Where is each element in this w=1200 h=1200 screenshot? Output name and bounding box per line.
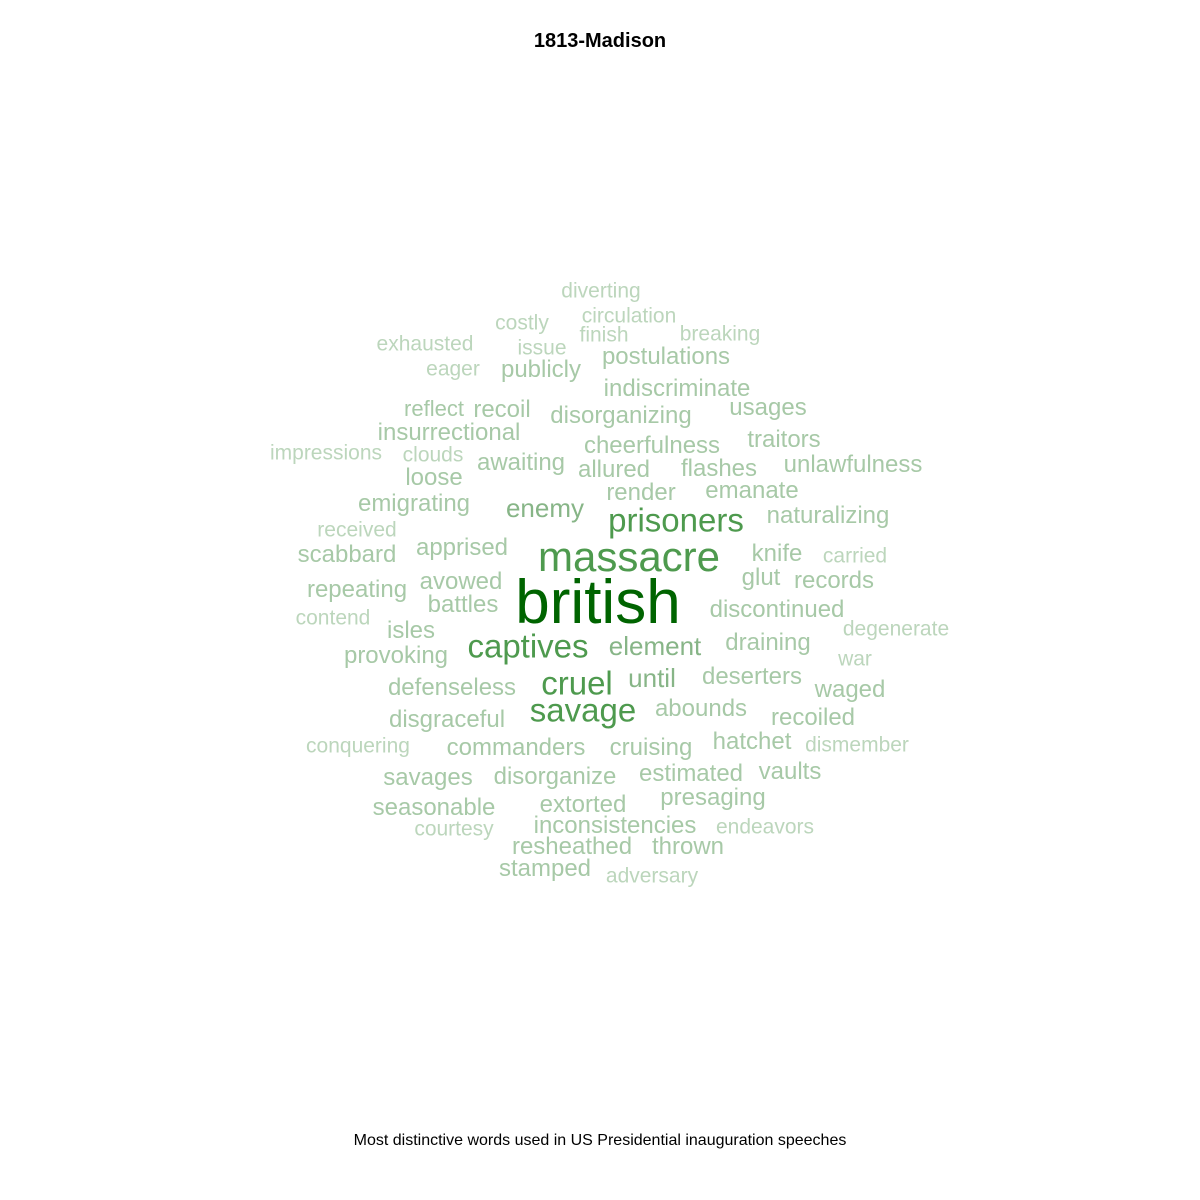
cloud-word: battles: [427, 591, 499, 618]
cloud-word: unlawfulness: [783, 451, 923, 478]
cloud-word: degenerate: [842, 617, 950, 641]
cloud-word: emigrating: [357, 490, 471, 517]
cloud-word: hatchet: [712, 728, 792, 755]
cloud-word: commanders: [446, 734, 586, 761]
cloud-word: awaiting: [476, 449, 566, 476]
cloud-word: received: [317, 518, 397, 542]
cloud-word: reflect: [404, 396, 464, 421]
cloud-word: prisoners: [608, 501, 744, 539]
cloud-word: diverting: [561, 279, 641, 303]
cloud-word: inconsistencies: [533, 812, 697, 839]
cloud-word: abounds: [654, 695, 748, 722]
cloud-word: avowed: [419, 568, 503, 595]
cloud-word: circulation: [581, 304, 677, 328]
cloud-word: eager: [426, 357, 480, 381]
cloud-word: contend: [295, 606, 371, 630]
cloud-word: cheerfulness: [583, 432, 721, 459]
cloud-word: defenseless: [387, 674, 517, 701]
cloud-word: exhausted: [376, 332, 474, 356]
cloud-word: savage: [529, 691, 637, 729]
cloud-word: dismember: [805, 733, 909, 757]
cloud-word: glut: [741, 564, 781, 591]
cloud-word: endeavors: [715, 815, 815, 839]
cloud-word: savages: [383, 764, 473, 791]
cloud-word: insurrectional: [377, 419, 521, 446]
cloud-word: stamped: [498, 855, 592, 882]
cloud-word: traitors: [747, 426, 821, 453]
cloud-word: scabbard: [297, 541, 397, 568]
cloud-word: issue: [517, 336, 567, 360]
cloud-word: presaging: [660, 784, 766, 811]
cloud-word: resheathed: [511, 833, 633, 860]
cloud-word: disorganize: [493, 763, 617, 790]
cloud-word: extorted: [539, 791, 627, 818]
cloud-word: seasonable: [372, 794, 496, 821]
cloud-word: enemy: [505, 493, 585, 523]
cloud-word: disorganizing: [550, 402, 692, 429]
cloud-word: until: [628, 663, 676, 693]
cloud-word: knife: [751, 540, 803, 567]
chart-title: 1813-Madison: [533, 30, 667, 52]
cloud-word: records: [793, 567, 875, 594]
cloud-word: recoil: [473, 396, 531, 423]
cloud-word: massacre: [537, 533, 721, 580]
cloud-word: thrown: [651, 833, 725, 860]
cloud-word: repeating: [306, 576, 408, 603]
cloud-word: adversary: [605, 864, 699, 888]
cloud-word: waged: [814, 676, 886, 703]
cloud-word: deserters: [701, 663, 803, 690]
cloud-word: cruising: [609, 734, 693, 761]
cloud-word: render: [606, 479, 676, 506]
cloud-word: indiscriminate: [603, 375, 751, 402]
cloud-word: emanate: [705, 477, 799, 504]
cloud-word: loose: [405, 464, 463, 491]
cloud-word: flashes: [680, 455, 758, 482]
cloud-word: clouds: [402, 443, 464, 467]
cloud-word: finish: [579, 323, 629, 347]
cloud-word: vaults: [758, 758, 822, 785]
cloud-word: allured: [577, 456, 651, 483]
cloud-word: disgraceful: [388, 706, 506, 733]
cloud-word: impressions: [269, 441, 383, 465]
cloud-word: discontinued: [709, 596, 845, 623]
cloud-word: estimated: [638, 760, 744, 787]
cloud-word: recoiled: [770, 704, 856, 731]
cloud-word: publicly: [500, 356, 582, 383]
cloud-word: british: [515, 568, 681, 637]
cloud-word: costly: [495, 311, 549, 335]
cloud-word: cruel: [541, 664, 613, 702]
cloud-word: war: [838, 647, 872, 671]
cloud-word: isles: [386, 617, 436, 644]
cloud-word: apprised: [415, 534, 509, 561]
cloud-word: breaking: [679, 322, 761, 346]
chart-caption: Most distinctive words used in US Presid…: [353, 1132, 847, 1149]
cloud-word: carried: [822, 544, 888, 568]
cloud-word: naturalizing: [766, 502, 890, 529]
cloud-word: courtesy: [414, 817, 494, 841]
cloud-word: draining: [725, 629, 811, 656]
cloud-word: captives: [467, 627, 589, 665]
cloud-word: provoking: [343, 642, 449, 669]
cloud-word: element: [608, 631, 702, 661]
cloud-word: postulations: [601, 343, 731, 370]
cloud-word: usages: [729, 394, 807, 421]
cloud-word: conquering: [306, 734, 410, 758]
